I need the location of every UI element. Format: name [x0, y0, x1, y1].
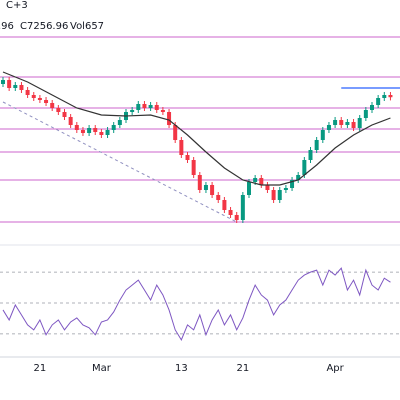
- candle-body: [345, 122, 350, 125]
- candle-body: [351, 122, 356, 128]
- candle-body: [382, 95, 387, 98]
- x-tick-label: 21: [236, 363, 249, 374]
- ohlc-close: C7256.96: [20, 21, 68, 32]
- candle-body: [62, 112, 67, 117]
- candle-body: [130, 110, 135, 112]
- candle-body: [240, 195, 245, 220]
- x-tick-label: Apr: [326, 363, 344, 374]
- candle-body: [154, 105, 159, 110]
- candle-body: [265, 185, 270, 190]
- candle-body: [277, 190, 282, 200]
- candle-body: [99, 132, 104, 135]
- candle-body: [7, 80, 12, 88]
- candle-body: [185, 155, 190, 160]
- candle-body: [173, 125, 178, 140]
- candle-body: [136, 104, 141, 110]
- candle-body: [167, 112, 172, 125]
- moving-average: [2, 71, 391, 186]
- candle-body: [142, 104, 147, 108]
- candle-body: [216, 195, 221, 200]
- candle-body: [376, 98, 381, 105]
- candle-body: [160, 110, 165, 112]
- candle-body: [87, 128, 92, 133]
- candle-body: [203, 185, 208, 190]
- candle-body: [105, 130, 110, 135]
- candle-body: [179, 140, 184, 155]
- candle-body: [44, 100, 49, 103]
- candle-body: [363, 110, 368, 118]
- candle-body: [25, 90, 30, 95]
- candle-body: [333, 120, 338, 125]
- candle-body: [222, 200, 227, 210]
- candle-body: [80, 130, 85, 133]
- candle-body: [148, 105, 153, 108]
- candle-body: [271, 190, 276, 200]
- x-tick-label: 13: [175, 363, 188, 374]
- candle-body: [259, 178, 264, 185]
- candle-body: [111, 125, 116, 130]
- candle-body: [339, 120, 344, 125]
- candle-body: [31, 95, 36, 98]
- candle-body: [191, 160, 196, 175]
- ohlc-low: .96: [0, 21, 14, 32]
- candle-body: [228, 210, 233, 215]
- candle-body: [19, 85, 24, 90]
- x-tick-label: Mar: [92, 363, 112, 374]
- candle-body: [68, 117, 73, 125]
- candle-body: [357, 118, 362, 128]
- candle-body: [388, 95, 393, 98]
- candle-body: [74, 125, 79, 130]
- candle-body: [326, 125, 331, 130]
- candle-body: [290, 180, 295, 188]
- candle-body: [117, 120, 122, 125]
- candle-body: [1, 80, 5, 84]
- candle-body: [210, 185, 215, 195]
- candle-body: [320, 130, 325, 140]
- candle-body: [302, 160, 307, 175]
- candle-body: [37, 98, 42, 100]
- trendline: [2, 101, 237, 223]
- candle-body: [234, 215, 239, 220]
- candle-body: [283, 188, 288, 190]
- volume: Vol657: [70, 21, 104, 32]
- candle-body: [13, 85, 18, 88]
- candle-body: [296, 175, 301, 180]
- candle-body: [56, 108, 61, 112]
- candle-body: [370, 105, 374, 110]
- candle-body: [197, 175, 202, 190]
- candle-body: [93, 128, 98, 132]
- chart-title: C+3: [6, 0, 28, 11]
- candle-body: [247, 182, 251, 195]
- rsi-line: [2, 267, 391, 341]
- candle-body: [308, 150, 313, 160]
- candle-body: [50, 103, 55, 108]
- x-tick-label: 21: [34, 363, 47, 374]
- candle-body: [253, 178, 258, 182]
- candle-body: [314, 140, 319, 150]
